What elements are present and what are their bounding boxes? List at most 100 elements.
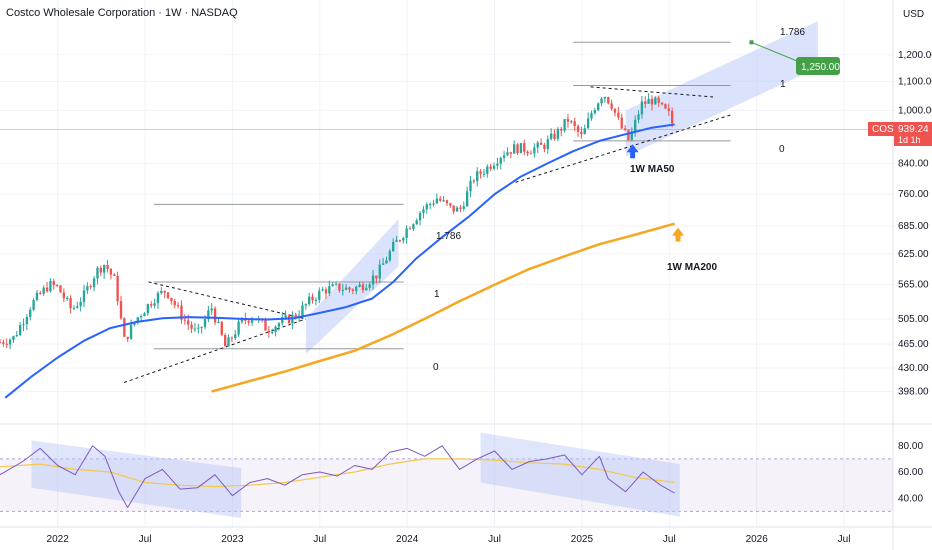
ticker-badge[interactable]: COST 939.24 1d 1h: [868, 122, 932, 146]
ma50-label: 1W MA50: [630, 164, 675, 175]
candle-body: [546, 139, 549, 150]
candle-body: [476, 171, 479, 182]
candle-body: [603, 97, 607, 99]
rsi-band: [0, 458, 893, 512]
time-tick-label: Jul: [488, 534, 501, 545]
fib-2023-1786-label: 1.786: [436, 231, 461, 242]
candle-body: [556, 128, 560, 139]
price-tick-label: 760.00: [898, 189, 929, 200]
fib-2025-1786-label: 1.786: [780, 27, 805, 38]
price-tick-label: 1,000.00: [898, 105, 932, 116]
candle-body: [324, 289, 328, 294]
candle-body: [523, 143, 526, 152]
candle-body: [593, 110, 597, 114]
ma200-line: [211, 222, 675, 393]
candle-body: [264, 320, 267, 331]
candle-body: [516, 144, 519, 154]
candle-body: [654, 97, 657, 105]
candle-body: [385, 260, 388, 264]
target-label: 1,250.00: [801, 62, 840, 73]
candle-body: [234, 334, 237, 339]
candle-body: [331, 284, 334, 287]
candle-body: [5, 343, 8, 345]
candle-body: [12, 336, 15, 340]
axes: 1,200.00 1,100.00 1,000.00 840.00 760.00 685.…: [47, 50, 932, 545]
candle-body: [76, 306, 79, 308]
candle-body: [247, 320, 250, 323]
target-badge[interactable]: 1,250.00: [796, 57, 840, 75]
candle-body: [338, 283, 341, 291]
candle-body: [583, 128, 586, 135]
candle-body: [667, 108, 670, 111]
currency-label[interactable]: USD: [903, 9, 924, 20]
candle-body: [449, 203, 452, 206]
candle-body: [230, 337, 234, 339]
candle-body: [274, 326, 277, 332]
candle-body: [650, 99, 654, 105]
candle-body: [415, 220, 418, 225]
candle-body: [576, 126, 580, 132]
candle-body: [623, 128, 627, 130]
ma200-arrow-icon: [672, 227, 685, 242]
candle-body: [39, 292, 42, 294]
candle-body: [560, 128, 563, 131]
candle-body: [180, 305, 183, 320]
candle-body: [123, 318, 126, 337]
candle-body: [499, 157, 502, 164]
candle-body: [597, 103, 600, 111]
candle-body: [630, 131, 633, 140]
candle-body: [8, 339, 12, 345]
candle-body: [462, 206, 465, 209]
candle-body: [42, 287, 45, 294]
candle-body: [607, 97, 610, 104]
candle-body: [143, 313, 146, 317]
candle-body: [69, 297, 72, 309]
candle-body: [89, 286, 92, 288]
candle-body: [281, 317, 284, 324]
candle-body: [284, 315, 287, 318]
candle-body: [146, 304, 150, 314]
candle-body: [580, 131, 583, 135]
time-tick-label: 2025: [571, 534, 594, 545]
ticker-countdown: 1d 1h: [898, 135, 921, 145]
price-tick-label: 625.00: [898, 249, 929, 260]
candle-body: [314, 299, 318, 301]
candle-body: [435, 198, 439, 204]
candle-body: [129, 324, 133, 339]
candle-body: [526, 151, 529, 154]
candle-body: [166, 292, 170, 298]
candle-body: [106, 264, 109, 269]
candle-body: [301, 305, 304, 316]
candle-body: [633, 119, 637, 132]
candle-body: [509, 152, 512, 154]
candle-body: [570, 121, 573, 123]
candle-body: [237, 321, 240, 335]
candle-body: [670, 110, 674, 124]
candle-body: [220, 322, 223, 336]
candle-body: [439, 198, 442, 201]
fib-2023-1-label: 1: [434, 289, 440, 300]
candle-body: [371, 275, 375, 285]
candle-body: [126, 336, 129, 339]
candle-body: [489, 166, 492, 169]
price-tick-label: 465.00: [898, 339, 929, 350]
candle-body: [2, 342, 5, 344]
ma200-label: 1W MA200: [667, 262, 717, 273]
candle-body: [358, 284, 361, 287]
candle-body: [482, 173, 486, 175]
candle-body: [49, 281, 52, 292]
candle-body: [617, 112, 620, 118]
candle-body: [96, 267, 99, 279]
candle-body: [418, 212, 422, 221]
candle-body: [432, 203, 435, 205]
candle-body: [133, 322, 136, 325]
candle-body: [513, 144, 516, 154]
candle-body: [425, 204, 428, 210]
rsi-tick-label: 40.00: [898, 493, 923, 504]
candle-body: [193, 328, 197, 330]
ma50-line: [4, 123, 675, 399]
candle-body: [388, 251, 392, 261]
candle-body: [103, 264, 106, 273]
candle-body: [187, 320, 190, 325]
